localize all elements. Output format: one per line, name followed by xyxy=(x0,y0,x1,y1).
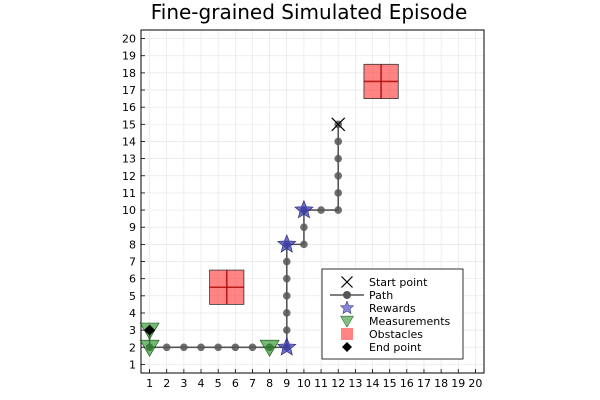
path-point xyxy=(180,343,188,352)
start-point-x xyxy=(331,117,346,132)
y-tick-label: 15 xyxy=(122,118,136,131)
legend-measurement-icon xyxy=(340,315,354,328)
path-point xyxy=(282,309,291,317)
y-tick-label: 7 xyxy=(129,256,136,269)
path-point xyxy=(334,171,343,180)
legend-label: Start point xyxy=(369,276,428,289)
y-tick-label: 18 xyxy=(122,67,136,80)
y-tick-label: 11 xyxy=(122,187,136,200)
legend-label: End point xyxy=(369,341,422,354)
legend-path-icon xyxy=(343,291,351,299)
x-tick-label: 6 xyxy=(232,377,239,390)
legend-label: Path xyxy=(369,289,393,302)
reward-star xyxy=(276,234,297,253)
path-point xyxy=(231,343,240,352)
chart-title: Fine-grained Simulated Episode xyxy=(151,0,468,24)
y-tick-label: 17 xyxy=(122,84,136,97)
x-tick-label: 16 xyxy=(400,377,414,390)
plot-frame xyxy=(140,29,485,374)
path-point xyxy=(317,206,325,214)
y-tick-label: 12 xyxy=(122,170,136,183)
path-point xyxy=(214,343,222,352)
x-tick-label: 8 xyxy=(266,377,273,390)
path-point xyxy=(282,292,291,300)
obstacle xyxy=(363,63,399,100)
reward-star xyxy=(294,199,314,219)
x-tick-label: 12 xyxy=(331,377,345,390)
legend-item: Measurements xyxy=(340,315,451,328)
legend-item: Start point xyxy=(341,276,428,289)
y-tick-label: 4 xyxy=(129,307,136,320)
path-layer xyxy=(145,120,343,352)
path-point xyxy=(282,326,291,334)
x-tick-label: 9 xyxy=(283,377,290,390)
path-point xyxy=(334,154,343,163)
x-tick-label: 3 xyxy=(180,377,187,390)
measurement-triangle xyxy=(259,339,280,357)
y-tick-label: 19 xyxy=(122,50,136,63)
obstacle-layer xyxy=(209,63,399,305)
end-point-diamond xyxy=(144,324,156,336)
legend-label: Measurements xyxy=(369,315,451,328)
legend-start-icon xyxy=(341,276,353,288)
path-point xyxy=(162,343,171,352)
y-tick-label: 14 xyxy=(122,135,136,148)
legend-label: Obstacles xyxy=(369,328,423,341)
x-tick-label: 18 xyxy=(434,377,448,390)
x-tick-label: 7 xyxy=(249,377,256,390)
y-tick-label: 9 xyxy=(129,221,136,234)
legend-label: Rewards xyxy=(369,302,416,315)
path-point xyxy=(300,223,308,232)
path-point xyxy=(282,257,291,266)
y-tick-label: 6 xyxy=(129,273,136,286)
y-tick-label: 16 xyxy=(122,101,136,114)
x-tick-label: 2 xyxy=(163,377,170,390)
path-point xyxy=(334,189,343,197)
path-point xyxy=(197,343,205,352)
x-tick-label: 11 xyxy=(314,377,328,390)
legend-item: End point xyxy=(342,341,422,354)
legend-item: Rewards xyxy=(339,300,416,315)
marker-layer xyxy=(139,117,346,357)
y-tick-label: 3 xyxy=(129,324,136,337)
x-tick-label: 20 xyxy=(468,377,482,390)
path-point xyxy=(334,206,343,214)
x-tick-label: 14 xyxy=(366,377,380,390)
obstacle xyxy=(209,269,245,305)
measurement-triangle xyxy=(139,339,160,357)
x-tick-label: 4 xyxy=(198,377,205,390)
path-point xyxy=(300,240,308,249)
path-point xyxy=(282,274,291,283)
path-point xyxy=(334,137,343,146)
x-tick-label: 10 xyxy=(297,377,311,390)
legend: Start pointPathRewardsMeasurementsObstac… xyxy=(321,268,464,360)
reward-star xyxy=(276,336,297,356)
axis-ticks: 1 2 3 4 5 6 7 8 9 10 11 12 13 14 15 16 17 18 19 20123456789… xyxy=(122,33,482,390)
x-tick-label: 17 xyxy=(417,377,431,390)
legend-end-icon xyxy=(342,342,352,352)
y-tick-label: 20 xyxy=(122,33,136,46)
legend-item: Path xyxy=(330,289,393,302)
x-tick-label: 13 xyxy=(348,377,362,390)
y-tick-label: 10 xyxy=(122,204,136,217)
x-tick-label: 19 xyxy=(451,377,465,390)
legend-reward-icon xyxy=(339,300,355,315)
y-tick-label: 13 xyxy=(122,153,136,166)
path-point xyxy=(248,343,257,352)
y-tick-label: 2 xyxy=(129,341,136,354)
x-tick-label: 15 xyxy=(383,377,397,390)
y-tick-label: 8 xyxy=(129,238,136,251)
y-tick-label: 1 xyxy=(129,358,136,371)
path-line xyxy=(148,124,340,349)
y-tick-label: 5 xyxy=(129,290,136,303)
x-tick-label: 1 xyxy=(146,377,153,390)
x-tick-label: 5 xyxy=(215,377,222,390)
legend-obstacle-icon xyxy=(341,328,353,340)
legend-item: Obstacles xyxy=(341,328,423,341)
